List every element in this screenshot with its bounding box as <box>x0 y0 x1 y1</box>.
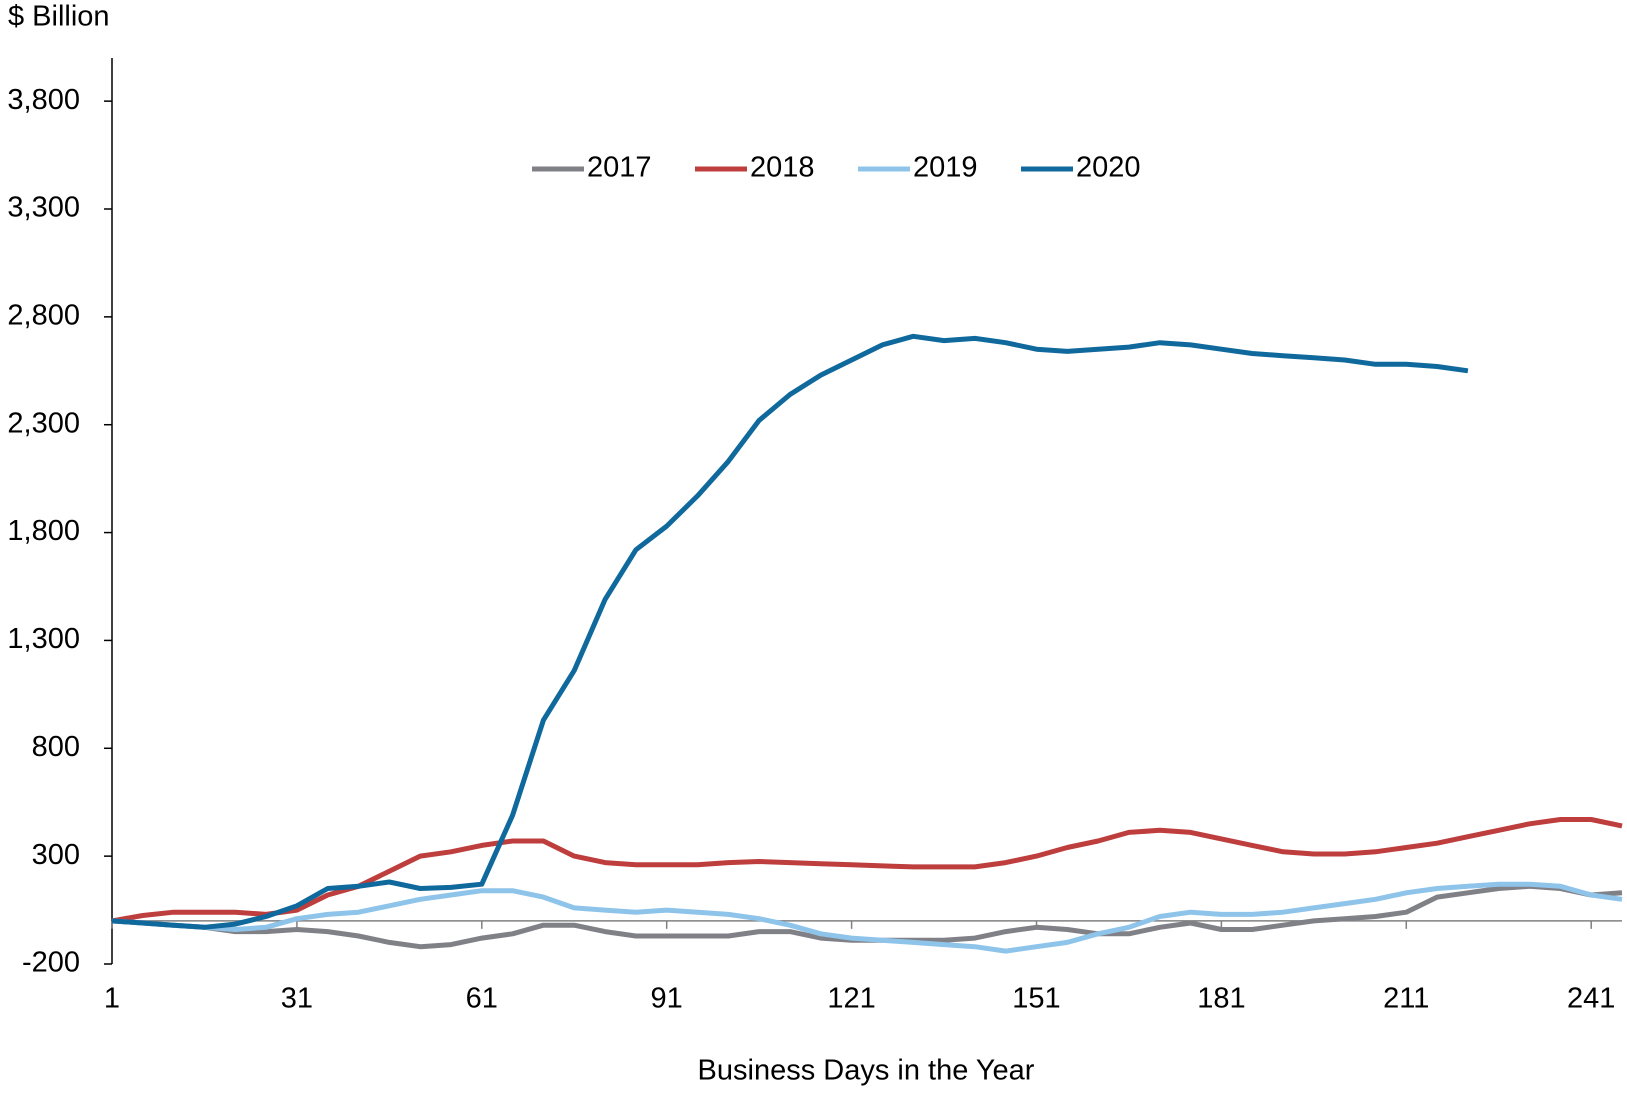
series-line <box>111 333 1469 930</box>
x-tick-label: 61 <box>466 983 498 1015</box>
x-tick-label: 1 <box>104 983 120 1015</box>
y-axis-label: $ Billion <box>8 1 110 33</box>
legend-label: 2017 <box>587 152 652 184</box>
y-tick-label: 800 <box>32 731 80 763</box>
x-tick-label: 241 <box>1567 983 1615 1015</box>
y-tick-label: 3,300 <box>7 192 80 224</box>
x-tick-label: 181 <box>1197 983 1245 1015</box>
legend-label: 2018 <box>750 152 815 184</box>
y-tick-label: 2,300 <box>7 407 80 439</box>
x-tick-label: 121 <box>827 983 875 1015</box>
y-tick-label: 3,800 <box>7 84 80 116</box>
y-tick-label: -200 <box>22 947 80 979</box>
x-tick-label: 91 <box>651 983 683 1015</box>
series-line <box>111 817 1623 924</box>
series-line <box>111 881 1623 954</box>
legend-label: 2019 <box>913 152 978 184</box>
y-tick-label: 1,800 <box>7 515 80 547</box>
y-tick-label: 1,300 <box>7 623 80 655</box>
x-tick-label: 211 <box>1383 983 1429 1015</box>
y-tick-label: 2,800 <box>7 300 80 332</box>
x-tick-label: 151 <box>1012 983 1060 1015</box>
x-axis-label: Business Days in the Year <box>698 1055 1035 1087</box>
x-tick-label: 31 <box>281 983 313 1015</box>
legend-label: 2020 <box>1076 152 1141 184</box>
y-tick-label: 300 <box>32 839 80 871</box>
